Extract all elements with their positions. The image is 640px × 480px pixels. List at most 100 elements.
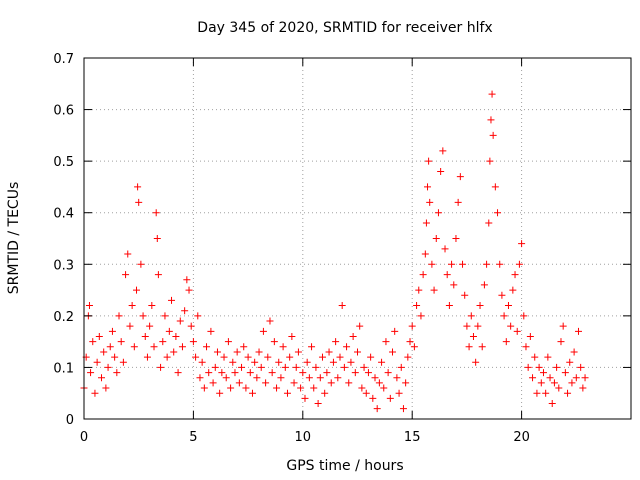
data-point [518, 240, 526, 248]
data-point [146, 322, 154, 330]
data-point [312, 363, 320, 371]
data-point [134, 183, 142, 191]
axis-ticks: 0 0.1 0.2 0.3 0.4 0.5 0.6 0.7 0 5 10 15 20 [53, 52, 631, 445]
data-point [539, 369, 547, 377]
chart-title: Day 345 of 2020, SRMTID for receiver hlf… [197, 20, 492, 36]
y-tick-label: 0.5 [53, 155, 74, 170]
data-point [533, 389, 541, 397]
data-point [496, 260, 504, 268]
data-point [268, 369, 276, 377]
data-point [574, 327, 582, 335]
data-point [373, 405, 381, 413]
data-point [461, 291, 469, 299]
data-point [426, 198, 434, 206]
data-point [106, 343, 114, 351]
data-point [137, 260, 145, 268]
data-point [340, 363, 348, 371]
y-tick-label: 0.2 [53, 310, 74, 325]
data-point [95, 332, 103, 340]
data-point [323, 369, 331, 377]
data-point [185, 286, 193, 294]
data-point [211, 363, 219, 371]
data-point [491, 183, 499, 191]
data-point [141, 332, 149, 340]
data-point [413, 302, 421, 310]
data-point [511, 271, 519, 279]
data-point [253, 374, 261, 382]
data-point [515, 260, 523, 268]
data-point [200, 384, 208, 392]
data-point [391, 327, 399, 335]
data-point [321, 389, 329, 397]
data-point [439, 147, 447, 155]
data-point [244, 353, 252, 361]
data-point [143, 353, 151, 361]
data-point [343, 343, 351, 351]
data-point [332, 338, 340, 346]
data-point [399, 405, 407, 413]
data-point [513, 327, 521, 335]
data-point [286, 353, 294, 361]
data-points [80, 90, 589, 413]
data-point [566, 358, 574, 366]
x-tick-label: 10 [295, 430, 312, 445]
data-point [520, 312, 528, 320]
data-point [404, 353, 412, 361]
data-point [174, 369, 182, 377]
data-point [168, 296, 176, 304]
data-point [356, 322, 364, 330]
data-point [397, 363, 405, 371]
data-point [128, 302, 136, 310]
data-point [358, 384, 366, 392]
data-point [266, 317, 274, 325]
data-point [498, 291, 506, 299]
data-point [240, 343, 248, 351]
data-point [378, 358, 386, 366]
data-point [102, 384, 110, 392]
data-point [345, 379, 353, 387]
data-point [183, 276, 191, 284]
data-point [463, 322, 471, 330]
data-point [327, 379, 335, 387]
data-point [85, 302, 93, 310]
x-tick-label: 15 [404, 430, 421, 445]
data-point [579, 384, 587, 392]
data-point [196, 374, 204, 382]
data-point [181, 307, 189, 315]
data-point [119, 358, 127, 366]
x-tick-label: 5 [189, 430, 197, 445]
data-point [314, 400, 322, 408]
data-point [290, 379, 298, 387]
data-point [524, 363, 532, 371]
data-point [507, 322, 515, 330]
data-point [297, 384, 305, 392]
data-point [248, 389, 256, 397]
data-point [437, 167, 445, 175]
y-tick-label: 0.7 [53, 52, 74, 67]
data-point [445, 302, 453, 310]
data-point [386, 394, 394, 402]
data-point [216, 389, 224, 397]
data-point [104, 363, 112, 371]
data-point [474, 322, 482, 330]
data-point [115, 312, 123, 320]
data-point [417, 312, 425, 320]
data-point [224, 338, 232, 346]
data-point [522, 343, 530, 351]
data-point [318, 353, 326, 361]
data-point [213, 348, 221, 356]
data-point [572, 374, 580, 382]
data-point [233, 348, 241, 356]
data-point [176, 317, 184, 325]
data-point [135, 198, 143, 206]
data-point [170, 348, 178, 356]
data-point [262, 379, 270, 387]
plot-frame [83, 57, 632, 420]
data-point [476, 302, 484, 310]
data-point [122, 271, 130, 279]
y-axis-label: SRMTID / TECUs [6, 182, 22, 295]
x-axis-label: GPS time / hours [286, 458, 403, 474]
data-point [259, 327, 267, 335]
data-point [205, 369, 213, 377]
